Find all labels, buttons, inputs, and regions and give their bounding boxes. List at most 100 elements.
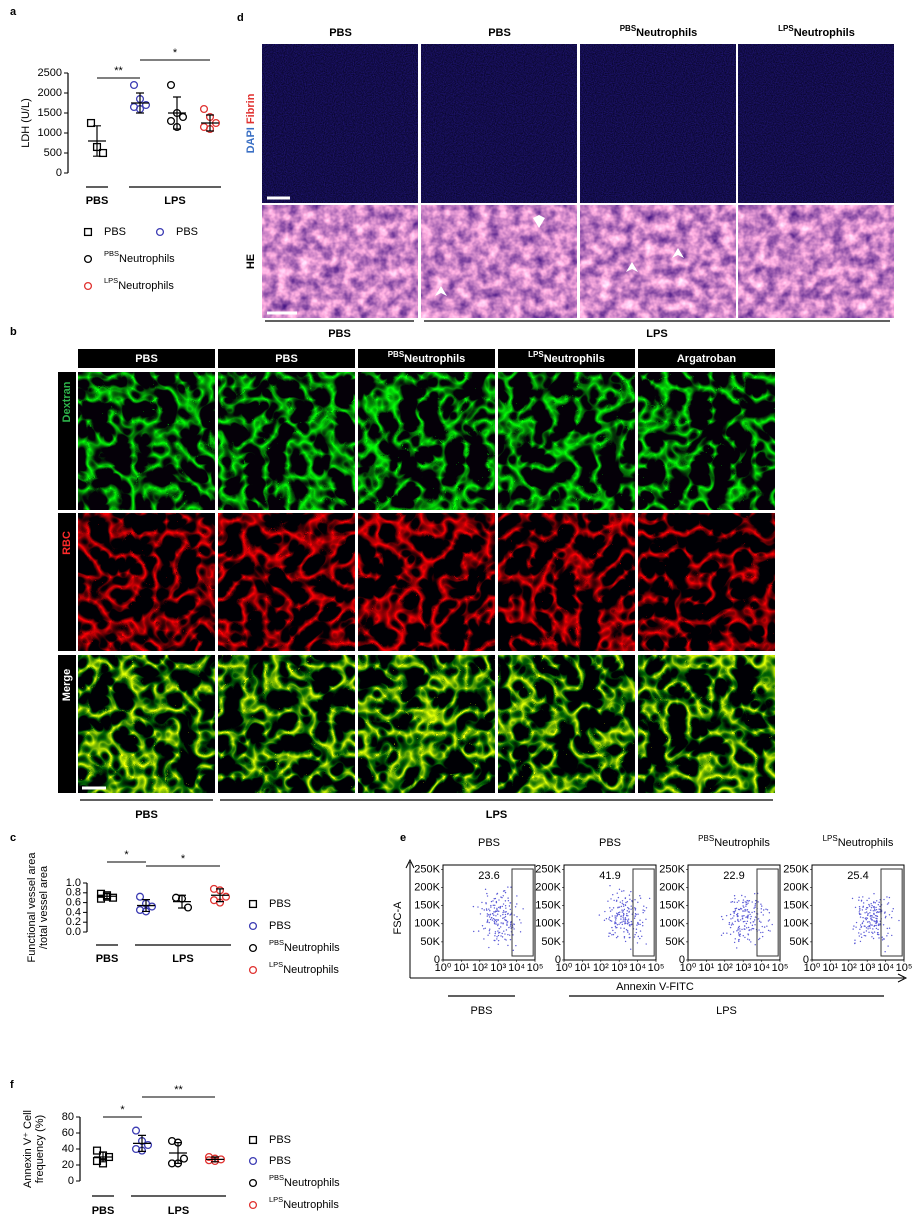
- event-dot: [489, 913, 492, 916]
- event-dot: [639, 937, 641, 940]
- y-tick-label: 0: [434, 954, 440, 966]
- micrograph: [218, 513, 355, 651]
- event-dot: [483, 909, 485, 911]
- data-point: [204, 1156, 214, 1165]
- header-text: Neutrophils: [714, 837, 770, 849]
- micrograph: [738, 205, 894, 318]
- x-axis-label: Annexin V-FITC: [616, 981, 694, 993]
- event-dot: [738, 940, 740, 943]
- column-header-bar: [78, 349, 215, 368]
- event-dot: [508, 926, 510, 929]
- event-dot: [738, 920, 740, 923]
- micrograph: [262, 44, 418, 203]
- event-dot: [509, 908, 512, 911]
- event-dot: [873, 901, 875, 903]
- legend-label: PBS: [269, 920, 291, 932]
- event-dot: [622, 916, 624, 918]
- event-dot: [862, 902, 865, 904]
- event-dot: [753, 919, 756, 921]
- event-dot: [872, 937, 875, 940]
- event-dot: [742, 910, 744, 912]
- event-dot: [859, 913, 861, 916]
- event-dot: [874, 902, 877, 904]
- x-tick-label: 10⁵: [772, 962, 789, 974]
- event-dot: [748, 939, 751, 941]
- event-dot: [490, 900, 493, 903]
- event-dot: [617, 906, 619, 908]
- event-dot: [871, 916, 873, 918]
- event-dot: [611, 926, 613, 929]
- event-dot: [630, 923, 633, 926]
- superscript: LPS: [528, 350, 544, 359]
- event-dot: [473, 930, 475, 933]
- event-dot: [871, 924, 873, 926]
- event-dot: [858, 935, 861, 937]
- event-dot: [500, 896, 502, 898]
- event-dot: [872, 910, 874, 912]
- event-dot: [502, 910, 505, 912]
- y-tick-label: 80: [62, 1111, 74, 1123]
- event-dot: [858, 906, 861, 908]
- legend-marker: [248, 1156, 258, 1166]
- event-dot: [858, 911, 860, 913]
- superscript: PBS: [620, 24, 637, 33]
- event-dot: [624, 921, 626, 923]
- event-dot: [730, 918, 732, 920]
- event-dot: [747, 902, 749, 904]
- event-dot: [621, 900, 624, 902]
- error-bar: [99, 1151, 107, 1163]
- gate-value: 22.9: [723, 870, 744, 882]
- error-bar: [174, 1142, 182, 1164]
- event-dot: [621, 902, 624, 905]
- legend-label: LPSNeutrophils: [104, 276, 174, 291]
- event-dot: [621, 890, 623, 892]
- event-dot: [489, 909, 491, 912]
- event-dot: [865, 908, 867, 911]
- legend-text: Neutrophils: [118, 280, 174, 292]
- superscript: PBS: [104, 249, 119, 258]
- legend-label: PBS: [176, 226, 198, 238]
- column-header: PBS: [599, 837, 621, 849]
- event-dot: [753, 907, 755, 909]
- row-label: HE: [245, 254, 257, 269]
- event-dot: [627, 918, 630, 920]
- event-dot: [859, 928, 861, 931]
- event-dot: [627, 931, 629, 933]
- event-dot: [514, 906, 517, 908]
- event-dot: [507, 897, 509, 899]
- x-tick-label: 10¹: [453, 962, 469, 974]
- event-dot: [494, 932, 496, 935]
- x-tick-label: 10²: [717, 962, 733, 974]
- data-point: [178, 112, 188, 122]
- y-axis-label: frequency (%): [34, 1115, 46, 1183]
- event-dot: [502, 911, 504, 914]
- event-dot: [854, 942, 856, 944]
- event-dot: [494, 911, 496, 913]
- event-dot: [507, 886, 509, 888]
- event-dot: [742, 899, 745, 901]
- event-dot: [496, 936, 498, 938]
- event-dot: [865, 918, 867, 921]
- gate: [880, 868, 903, 957]
- error-bar: [103, 893, 111, 900]
- event-dot: [733, 941, 736, 944]
- event-dot: [746, 916, 749, 919]
- event-dot: [490, 904, 492, 907]
- event-dot: [745, 916, 747, 919]
- event-dot: [743, 925, 746, 927]
- event-dot: [739, 919, 742, 921]
- event-dot: [769, 930, 771, 932]
- event-dot: [642, 909, 644, 911]
- x-tick-label: 10²: [593, 962, 609, 974]
- column-header: LPSNeutrophils: [778, 24, 855, 39]
- event-dot: [882, 924, 885, 926]
- event-dot: [766, 925, 768, 927]
- event-dot: [628, 911, 630, 913]
- panel-label: a: [10, 6, 17, 18]
- event-dot: [722, 918, 724, 921]
- event-dot: [504, 905, 507, 907]
- group-label: LPS: [172, 953, 193, 965]
- event-dot: [861, 909, 864, 911]
- event-dot: [626, 923, 629, 925]
- event-dot: [877, 924, 880, 927]
